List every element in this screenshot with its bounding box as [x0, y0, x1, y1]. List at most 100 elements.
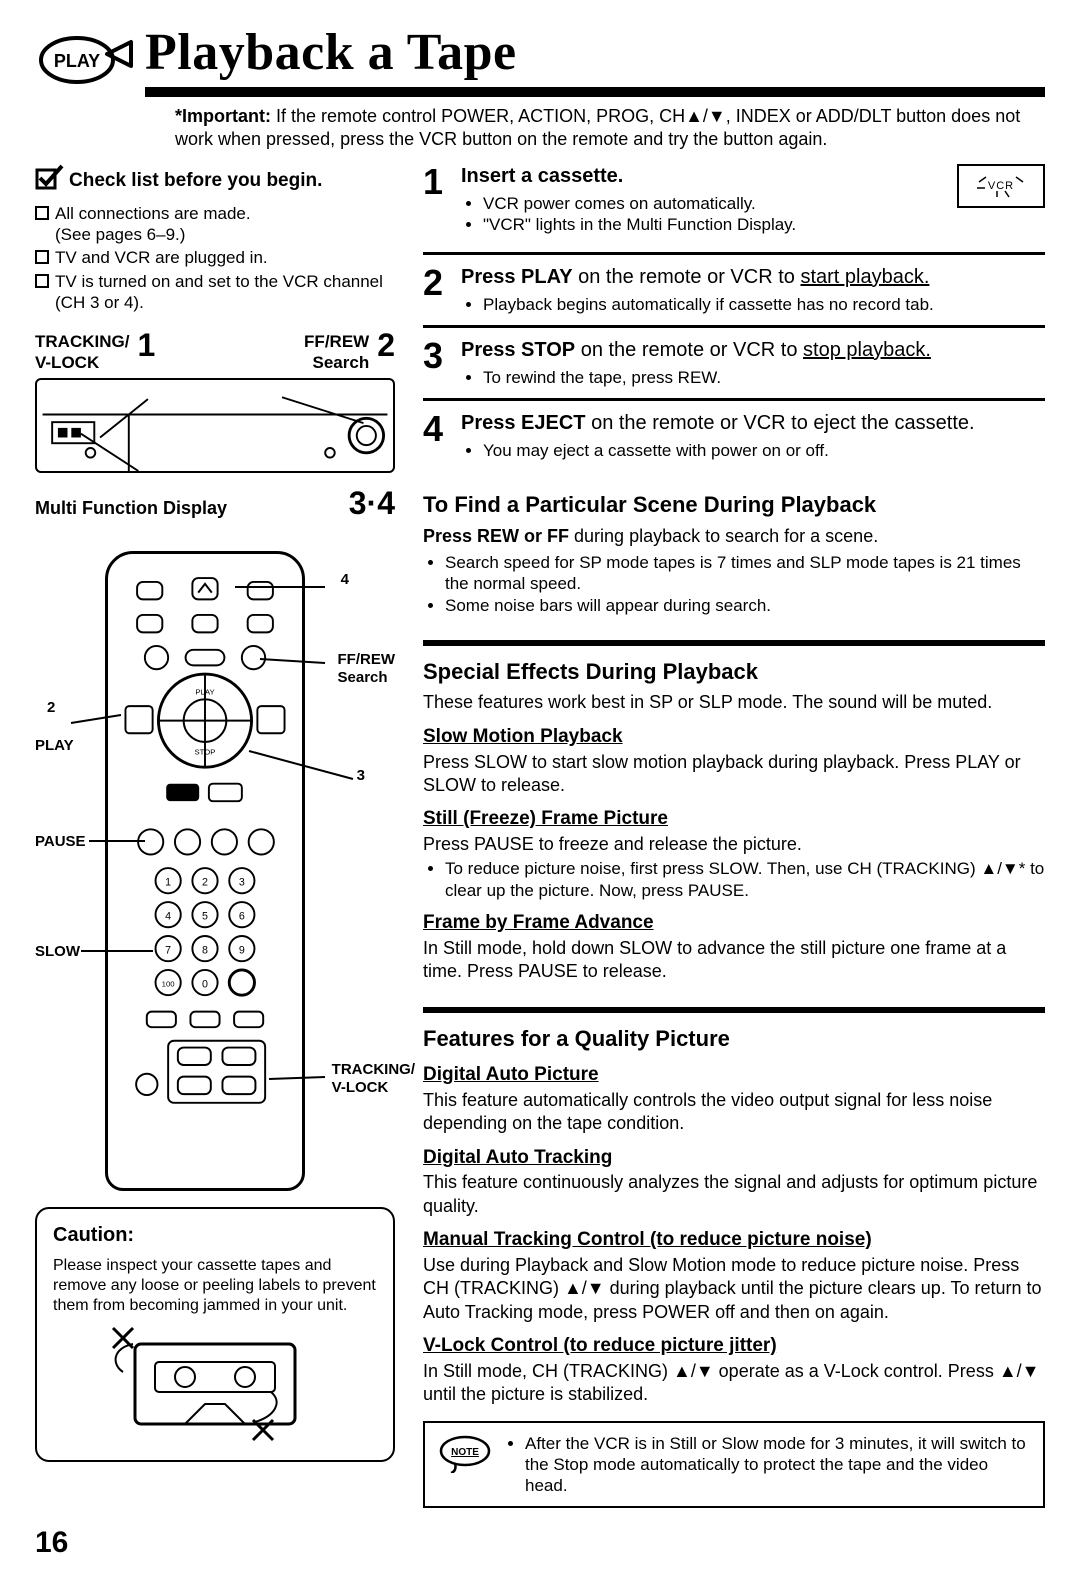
special-effects-heading: Special Effects During Playback — [423, 658, 1045, 686]
svg-text:NOTE: NOTE — [451, 1447, 479, 1458]
checkbox-icon — [35, 250, 49, 264]
remote-play-num: 2 — [47, 701, 55, 715]
manual-tracking-body: Use during Playback and Slow Motion mode… — [423, 1254, 1045, 1324]
vcr-ffrew-label: FF/REW Search — [304, 331, 369, 374]
vlock-body: In Still mode, CH (TRACKING) ▲/▼ operate… — [423, 1360, 1045, 1407]
divider — [423, 325, 1045, 328]
step-3: 3 Press STOP on the remote or VCR to sto… — [423, 338, 1045, 388]
svg-text:6: 6 — [239, 910, 245, 922]
vcr-indicator-icon: VCR — [957, 164, 1045, 208]
step-title-rest: on the remote or VCR to — [573, 266, 801, 288]
vcr-unit-icon — [35, 378, 395, 473]
step-bullet: To rewind the tape, press REW. — [483, 367, 1045, 388]
step-title-underline: start playback. — [800, 266, 929, 288]
dat-body: This feature continuously analyzes the s… — [423, 1171, 1045, 1218]
checklist-title-text: Check list before you begin. — [69, 169, 322, 193]
step-bullet: Playback begins automatically if cassett… — [483, 294, 1045, 315]
step-number: 3 — [423, 338, 451, 374]
caution-title: Caution: — [53, 1223, 377, 1248]
page-title: Playback a Tape — [145, 20, 1045, 85]
important-note: *Important: If the remote control POWER,… — [175, 105, 1045, 150]
find-scene-heading: To Find a Particular Scene During Playba… — [423, 491, 1045, 519]
dap-title: Digital Auto Picture — [423, 1063, 1045, 1087]
svg-text:4: 4 — [165, 910, 171, 922]
step-title-rest: on the remote or VCR to eject the casset… — [586, 412, 975, 434]
svg-text:STOP: STOP — [195, 747, 216, 756]
special-effects-intro: These features work best in SP or SLP mo… — [423, 691, 1045, 714]
step-number: 4 — [423, 411, 451, 447]
checklist-item-text: TV and VCR are plugged in. — [55, 247, 268, 268]
find-scene-bullet: Some noise bars will appear during searc… — [445, 595, 1045, 616]
thick-divider — [423, 640, 1045, 646]
svg-text:100: 100 — [162, 979, 175, 988]
page-header: PLAY Playback a Tape — [35, 20, 1045, 97]
find-scene-lead-bold: Press REW or FF — [423, 526, 569, 546]
dap-body: This feature automatically controls the … — [423, 1089, 1045, 1136]
svg-text:7: 7 — [165, 944, 171, 956]
checklist-check-icon — [35, 164, 65, 197]
step-number: 1 — [423, 164, 451, 200]
remote-body-icon: PLAY STOP 1 2 3 4 — [105, 551, 305, 1191]
divider — [423, 398, 1045, 401]
vcr-num-1: 1 — [137, 331, 155, 360]
important-label: *Important: — [175, 106, 271, 126]
step-bullet: VCR power comes on automatically. — [483, 193, 945, 214]
svg-text:5: 5 — [202, 910, 208, 922]
note-text: After the VCR is in Still or Slow mode f… — [525, 1433, 1031, 1497]
page-number: 16 — [35, 1524, 1045, 1562]
caution-box: Caution: Please inspect your cassette ta… — [35, 1207, 395, 1462]
slow-motion-body: Press SLOW to start slow motion playback… — [423, 751, 1045, 798]
divider — [423, 252, 1045, 255]
caution-text: Please inspect your cassette tapes and r… — [53, 1256, 377, 1316]
note-badge-icon: NOTE — [437, 1433, 493, 1473]
quality-heading: Features for a Quality Picture — [423, 1025, 1045, 1053]
checklist-item-sub: (See pages 6–9.) — [55, 225, 185, 244]
svg-text:VCR: VCR — [988, 180, 1014, 192]
checklist-item: TV is turned on and set to the VCR chann… — [35, 271, 395, 314]
svg-text:1: 1 — [165, 876, 171, 888]
remote-play-label: PLAY — [35, 737, 74, 756]
still-frame-bullet: To reduce picture noise, first press SLO… — [445, 858, 1045, 901]
checkbox-icon — [35, 274, 49, 288]
step-number: 2 — [423, 265, 451, 301]
step-title-bold: Press STOP — [461, 339, 575, 361]
dat-title: Digital Auto Tracking — [423, 1146, 1045, 1170]
remote-stop-num: 3 — [357, 769, 365, 783]
step-bullet: You may eject a cassette with power on o… — [483, 440, 1045, 461]
remote-eject-num: 4 — [341, 573, 349, 587]
checklist-item-text: All connections are made. — [55, 204, 251, 223]
vcr-tracking-label: TRACKING/ V-LOCK — [35, 331, 129, 374]
still-frame-title: Still (Freeze) Frame Picture — [423, 807, 1045, 831]
checklist-item: TV and VCR are plugged in. — [35, 247, 395, 268]
note-box: NOTE After the VCR is in Still or Slow m… — [423, 1421, 1045, 1509]
svg-text:0: 0 — [202, 978, 208, 990]
thick-divider — [423, 1007, 1045, 1013]
checklist-block: Check list before you begin. All connect… — [35, 164, 395, 313]
step-bullet: "VCR" lights in the Multi Function Displ… — [483, 214, 945, 235]
checkbox-icon — [35, 206, 49, 220]
svg-text:PLAY: PLAY — [195, 687, 214, 696]
find-scene-lead: Press REW or FF during playback to searc… — [423, 525, 1045, 548]
find-scene-lead-rest: during playback to search for a scene. — [569, 526, 878, 546]
svg-text:8: 8 — [202, 944, 208, 956]
svg-text:PLAY: PLAY — [54, 51, 100, 71]
step-title-rest: on the remote or VCR to — [575, 339, 803, 361]
step-title-bold: Press EJECT — [461, 412, 586, 434]
vcr-num-34: 3·4 — [349, 483, 395, 523]
vcr-diagram: TRACKING/ V-LOCK 1 FF/REW Search 2 — [35, 331, 395, 523]
step-2: 2 Press PLAY on the remote or VCR to sta… — [423, 265, 1045, 315]
step-title-bold: Press PLAY — [461, 266, 573, 288]
find-scene-bullet: Search speed for SP mode tapes is 7 time… — [445, 552, 1045, 595]
play-badge-icon: PLAY — [35, 20, 135, 90]
title-underline-bar — [145, 87, 1045, 97]
left-column: Check list before you begin. All connect… — [35, 164, 395, 1508]
svg-text:2: 2 — [202, 876, 208, 888]
important-text: If the remote control POWER, ACTION, PRO… — [175, 106, 1020, 149]
right-column: 1 Insert a cassette. VCR power comes on … — [423, 164, 1045, 1508]
frame-advance-title: Frame by Frame Advance — [423, 911, 1045, 935]
remote-pause-label: PAUSE — [35, 833, 86, 852]
step-title: Insert a cassette. — [461, 165, 623, 187]
checklist-item: All connections are made. (See pages 6–9… — [35, 203, 395, 246]
remote-slow-label: SLOW — [35, 943, 80, 962]
svg-text:9: 9 — [239, 944, 245, 956]
